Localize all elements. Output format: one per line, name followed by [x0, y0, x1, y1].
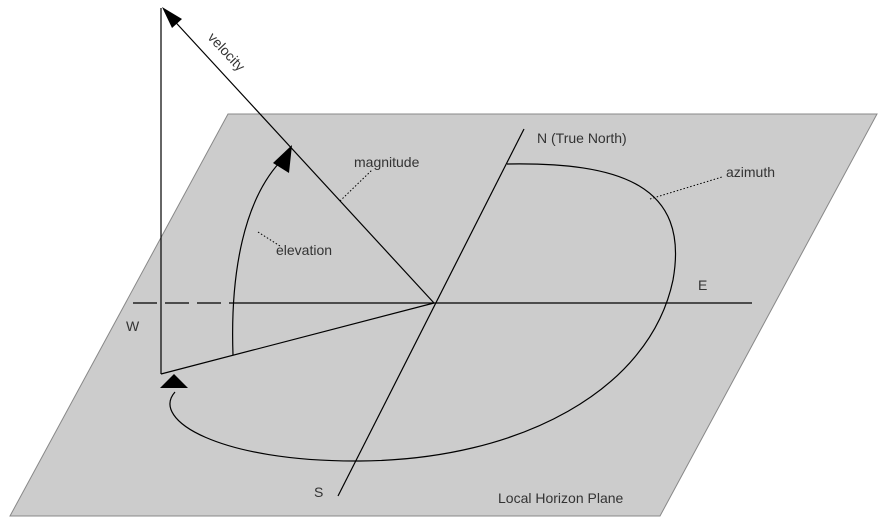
elevation-label: elevation — [276, 242, 332, 258]
azimuth-label: azimuth — [726, 164, 775, 180]
velocity-arrowhead — [162, 7, 182, 28]
elevation-arrowhead — [273, 145, 292, 173]
east-label: E — [698, 277, 707, 293]
velocity-vector — [167, 13, 435, 304]
north-label: N (True North) — [537, 130, 627, 146]
velocity-ground-projection — [160, 302, 435, 375]
west-label: W — [126, 318, 140, 334]
local-horizon-plane — [9, 113, 878, 517]
magnitude-leader — [339, 169, 373, 202]
north-south-axis — [337, 128, 525, 497]
azimuth-arc — [169, 163, 677, 462]
velocity-label: velocity — [205, 29, 249, 74]
magnitude-label: magnitude — [354, 154, 420, 170]
elevation-arc — [232, 161, 281, 356]
azimuth-arrowhead — [160, 374, 188, 388]
elevation-leader — [257, 231, 281, 247]
plane-label: Local Horizon Plane — [498, 490, 624, 506]
south-label: S — [314, 484, 323, 500]
